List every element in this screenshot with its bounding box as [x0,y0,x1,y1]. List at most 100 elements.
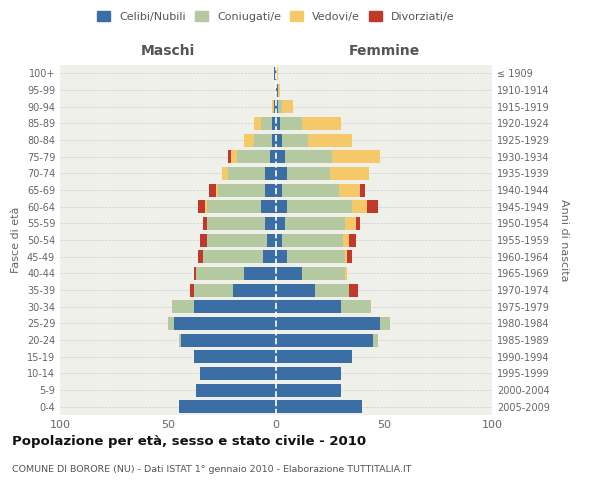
Bar [194,350,276,363]
Bar [347,250,352,263]
Bar [343,234,349,246]
Bar [230,150,237,163]
Bar [203,250,263,263]
Bar [272,100,274,113]
Bar [308,134,352,146]
Bar [276,267,302,280]
Bar [276,234,283,246]
Bar [198,250,203,263]
Bar [278,84,280,96]
Bar [233,284,276,296]
Bar [338,184,360,196]
Bar [194,300,276,313]
Bar [274,67,276,80]
Bar [175,317,276,330]
Bar [276,184,283,196]
Bar [229,167,265,180]
Bar [302,117,341,130]
Bar [254,134,272,146]
Bar [356,217,360,230]
Y-axis label: Anni di nascita: Anni di nascita [559,198,569,281]
Text: Femmine: Femmine [349,44,419,59]
Bar [222,167,229,180]
Bar [200,367,276,380]
Bar [380,317,391,330]
Bar [284,150,332,163]
Bar [276,150,284,163]
Bar [276,334,373,346]
Bar [268,234,276,246]
Bar [341,300,371,313]
Bar [278,100,283,113]
Bar [276,200,287,213]
Bar [265,167,276,180]
Bar [207,200,261,213]
Bar [172,300,194,313]
Bar [194,284,233,296]
Bar [261,200,276,213]
Bar [215,184,218,196]
Bar [349,284,358,296]
Bar [349,234,356,246]
Bar [205,200,207,213]
Bar [276,167,287,180]
Bar [283,184,338,196]
Bar [276,317,380,330]
Bar [265,217,276,230]
Bar [272,134,276,146]
Bar [218,184,265,196]
Bar [274,100,276,113]
Bar [367,200,377,213]
Bar [263,250,276,263]
Bar [276,84,278,96]
Bar [276,250,287,263]
Bar [352,200,367,213]
Bar [276,367,341,380]
Bar [168,317,175,330]
Bar [287,200,352,213]
Bar [261,117,272,130]
Bar [302,267,345,280]
Bar [360,184,365,196]
Bar [237,150,269,163]
Bar [196,384,276,396]
Bar [272,117,276,130]
Bar [244,134,254,146]
Bar [196,267,244,280]
Bar [276,217,284,230]
Bar [200,234,207,246]
Bar [345,267,347,280]
Bar [229,150,230,163]
Bar [315,284,349,296]
Bar [330,167,369,180]
Bar [276,400,362,413]
Bar [254,117,261,130]
Bar [207,234,268,246]
Bar [283,134,308,146]
Bar [345,250,347,263]
Bar [276,67,278,80]
Text: Maschi: Maschi [141,44,195,59]
Bar [276,100,278,113]
Bar [203,217,207,230]
Bar [209,184,215,196]
Bar [265,184,276,196]
Bar [207,217,265,230]
Bar [276,134,283,146]
Y-axis label: Fasce di età: Fasce di età [11,207,21,273]
Bar [276,350,352,363]
Bar [283,234,343,246]
Bar [345,217,356,230]
Bar [287,250,345,263]
Bar [287,167,330,180]
Bar [276,300,341,313]
Bar [276,117,280,130]
Bar [373,334,377,346]
Bar [179,400,276,413]
Text: Popolazione per età, sesso e stato civile - 2010: Popolazione per età, sesso e stato civil… [12,435,366,448]
Bar [190,284,194,296]
Text: COMUNE DI BORORE (NU) - Dati ISTAT 1° gennaio 2010 - Elaborazione TUTTITALIA.IT: COMUNE DI BORORE (NU) - Dati ISTAT 1° ge… [12,465,412,474]
Bar [332,150,380,163]
Bar [276,384,341,396]
Bar [284,217,345,230]
